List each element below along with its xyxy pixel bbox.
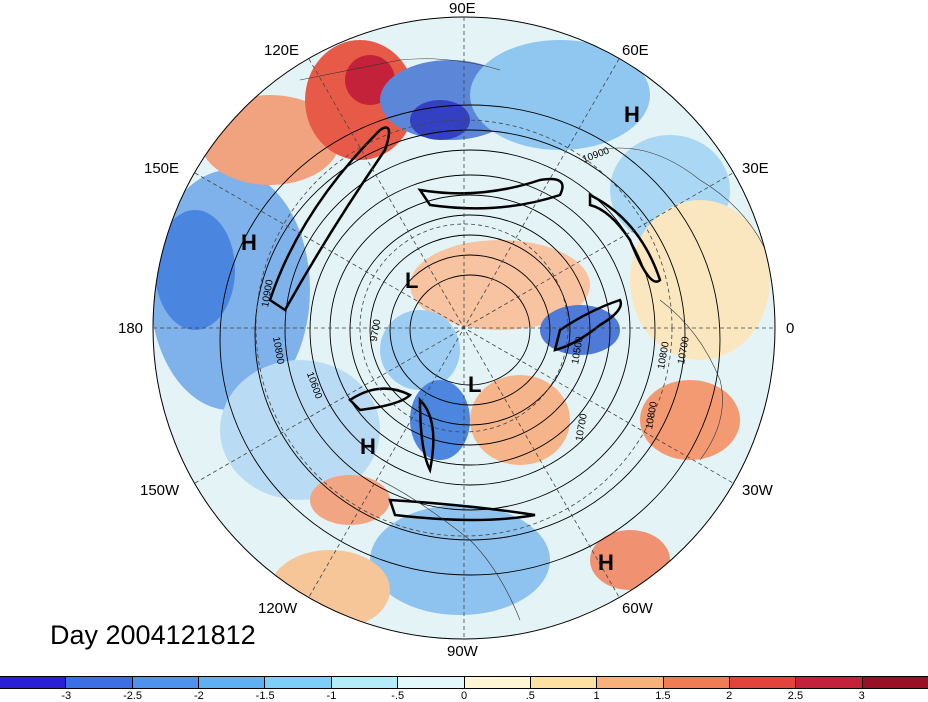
date-title: Day 2004121812 <box>50 620 256 650</box>
colorbar-segment <box>398 677 465 688</box>
lon-label-60e: 60E <box>622 42 649 59</box>
colorbar-tick-label: 2.5 <box>787 690 804 702</box>
high-pressure-label: H <box>360 434 376 459</box>
colorbar-segment <box>597 677 664 688</box>
lon-label-0: 0 <box>786 320 795 337</box>
colorbar-tick-label: 0 <box>460 690 468 702</box>
colorbar-segment <box>530 677 598 688</box>
jet-contours <box>268 126 662 522</box>
colorbar-segment <box>66 677 133 688</box>
lon-label-150e: 150E <box>144 160 180 177</box>
colorbar-segment <box>729 677 797 688</box>
colorbar-tick-label: -2.5 <box>123 690 143 702</box>
lon-label-120e: 120E <box>264 42 300 59</box>
colorbar-tick-label: 1 <box>593 690 600 702</box>
colorbar-tick-label: 3 <box>858 690 865 702</box>
colorbar-segment <box>796 677 863 688</box>
lon-label-30w: 30W <box>742 482 773 499</box>
colorbar-segment <box>199 677 266 688</box>
high-pressure-label: H <box>241 230 257 255</box>
colorbar-segment <box>331 677 399 688</box>
lon-label-90w: 90W <box>447 643 478 660</box>
colorbar-tick-label: 2 <box>726 690 733 702</box>
low-pressure-label: L <box>405 268 419 293</box>
colorbar-tick-label: .5 <box>525 690 535 702</box>
colorbar-segment <box>265 677 332 688</box>
high-pressure-label: H <box>624 102 640 127</box>
colorbar-segment <box>862 677 928 688</box>
colorbar-tick-label: -2 <box>193 690 204 702</box>
high-pressure-label: H <box>598 550 614 575</box>
colorbar-segment <box>464 677 531 688</box>
lon-label-120w: 120W <box>258 600 298 617</box>
colorbar-segment <box>132 677 200 688</box>
lon-label-60w: 60W <box>622 600 653 617</box>
colorbar-tick-label: -1.5 <box>255 690 275 702</box>
colorbar-segment <box>663 677 730 688</box>
colorbar-segment <box>0 677 67 688</box>
polar-stereographic-map <box>152 16 776 640</box>
graticule <box>153 17 775 639</box>
lon-label-180: 180 <box>118 320 144 337</box>
coastlines <box>299 58 771 621</box>
height-contours <box>219 104 721 576</box>
colorbar-tick-label: -1 <box>326 690 337 702</box>
lon-label-150w: 150W <box>140 482 180 499</box>
colorbar-tick-label: -3 <box>61 690 72 702</box>
lon-label-90e: 90E <box>449 0 476 17</box>
colorbar-tick-label: 1.5 <box>655 690 671 702</box>
color-legend-bar <box>0 676 928 689</box>
colorbar-tick-label: -.5 <box>391 690 405 702</box>
lon-label-30e: 30E <box>742 160 769 177</box>
low-pressure-label: L <box>468 372 482 397</box>
